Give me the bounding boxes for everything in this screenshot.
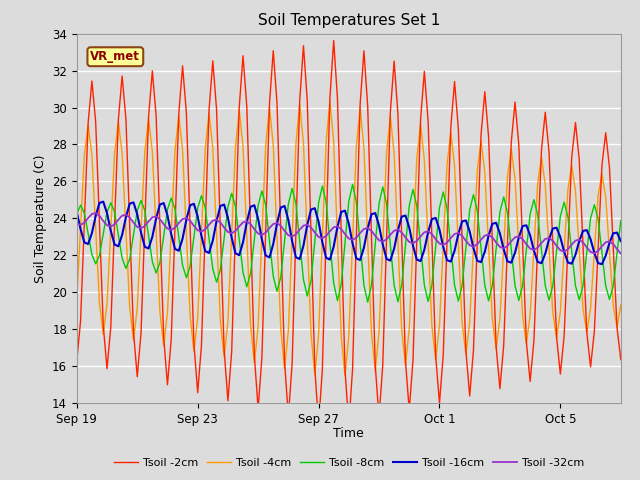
Y-axis label: Soil Temperature (C): Soil Temperature (C): [33, 154, 47, 283]
Title: Soil Temperatures Set 1: Soil Temperatures Set 1: [258, 13, 440, 28]
Tsoil -2cm: [587, 364, 595, 370]
Tsoil -8cm: [617, 217, 625, 223]
Text: VR_met: VR_met: [90, 50, 140, 63]
Tsoil -4cm: [508, 146, 515, 152]
Tsoil -8cm: [587, 216, 595, 221]
Tsoil -32cm: [583, 245, 591, 251]
Tsoil -32cm: [92, 210, 100, 216]
Tsoil -32cm: [390, 228, 398, 233]
Tsoil -8cm: [508, 246, 515, 252]
Tsoil -4cm: [617, 302, 625, 308]
Tsoil -4cm: [326, 98, 333, 104]
X-axis label: Time: Time: [333, 427, 364, 440]
Line: Tsoil -2cm: Tsoil -2cm: [77, 41, 621, 425]
Tsoil -8cm: [492, 246, 500, 252]
Line: Tsoil -32cm: Tsoil -32cm: [77, 213, 621, 253]
Tsoil -8cm: [394, 299, 402, 305]
Line: Tsoil -4cm: Tsoil -4cm: [77, 101, 621, 376]
Tsoil -16cm: [73, 209, 81, 215]
Tsoil -32cm: [77, 222, 84, 228]
Tsoil -32cm: [617, 251, 625, 256]
Tsoil -2cm: [508, 140, 515, 145]
Tsoil -32cm: [488, 235, 496, 240]
Legend: Tsoil -2cm, Tsoil -4cm, Tsoil -8cm, Tsoil -16cm, Tsoil -32cm: Tsoil -2cm, Tsoil -4cm, Tsoil -8cm, Tsoi…: [109, 453, 588, 472]
Tsoil -2cm: [394, 111, 402, 117]
Tsoil -4cm: [587, 305, 595, 311]
Tsoil -4cm: [77, 225, 84, 231]
Tsoil -2cm: [77, 318, 84, 324]
Tsoil -16cm: [390, 246, 398, 252]
Tsoil -32cm: [504, 243, 511, 249]
Tsoil -8cm: [349, 181, 356, 187]
Tsoil -4cm: [341, 373, 349, 379]
Tsoil -16cm: [99, 199, 107, 204]
Tsoil -8cm: [73, 211, 81, 216]
Tsoil -2cm: [99, 323, 107, 328]
Tsoil -16cm: [488, 221, 496, 227]
Tsoil -2cm: [492, 344, 500, 349]
Tsoil -16cm: [504, 258, 511, 264]
Tsoil -4cm: [492, 346, 500, 352]
Tsoil -8cm: [364, 299, 372, 305]
Tsoil -4cm: [394, 240, 402, 245]
Tsoil -2cm: [345, 422, 353, 428]
Tsoil -16cm: [103, 210, 111, 216]
Tsoil -16cm: [617, 238, 625, 244]
Tsoil -16cm: [583, 227, 591, 233]
Tsoil -4cm: [99, 331, 107, 337]
Tsoil -32cm: [103, 222, 111, 228]
Tsoil -32cm: [73, 221, 81, 227]
Tsoil -2cm: [617, 357, 625, 362]
Tsoil -16cm: [77, 226, 84, 232]
Tsoil -2cm: [73, 358, 81, 363]
Tsoil -8cm: [77, 202, 84, 208]
Tsoil -16cm: [598, 261, 605, 267]
Tsoil -4cm: [73, 297, 81, 302]
Line: Tsoil -16cm: Tsoil -16cm: [77, 202, 621, 264]
Tsoil -2cm: [330, 38, 337, 44]
Tsoil -8cm: [99, 231, 107, 237]
Line: Tsoil -8cm: Tsoil -8cm: [77, 184, 621, 302]
